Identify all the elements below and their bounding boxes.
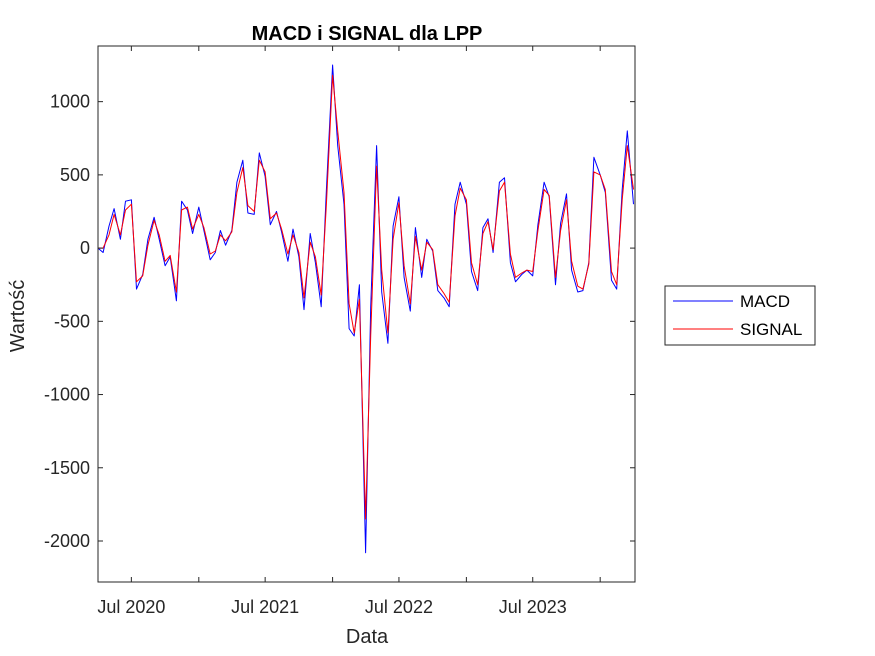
- legend-label-macd: MACD: [740, 292, 790, 311]
- x-tick-label: Jul 2020: [97, 597, 165, 617]
- y-tick-label: -1000: [44, 385, 90, 405]
- axes-layer: [97, 45, 636, 583]
- legend: MACD SIGNAL: [664, 285, 816, 346]
- series-line-macd: [97, 64, 634, 554]
- x-axis-title: Data: [346, 626, 389, 648]
- y-tick-label: 0: [80, 238, 90, 258]
- y-tick-label: 1000: [50, 92, 90, 112]
- x-tick-label: Jul 2021: [231, 597, 299, 617]
- y-tick-label: -2000: [44, 531, 90, 551]
- y-tick-label: -500: [54, 311, 90, 331]
- y-tick-label: -1500: [44, 458, 90, 478]
- ticks-layer: 1000 500 0 -500 -1000 -1500 -2000 Jul 2020 Jul 2…: [44, 46, 635, 617]
- x-tick-label: Jul 2022: [365, 597, 433, 617]
- series-layer: [97, 64, 634, 554]
- legend-label-signal: SIGNAL: [740, 320, 802, 339]
- x-tick-label: Jul 2023: [499, 597, 567, 617]
- y-axis-title: Wartość: [7, 280, 29, 353]
- series-line-signal: [98, 74, 634, 520]
- legend-box: [664, 285, 816, 346]
- y-tick-label: 500: [60, 165, 90, 185]
- axes-box: [97, 45, 636, 583]
- chart-title: MACD i SIGNAL dla LPP: [252, 23, 483, 45]
